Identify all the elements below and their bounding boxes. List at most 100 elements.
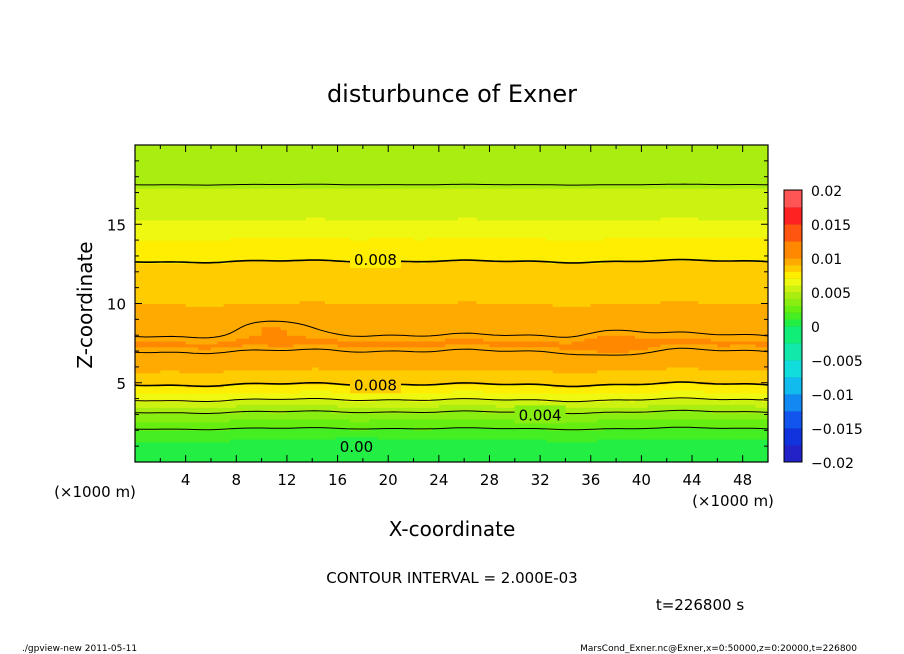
- field-cell: [331, 418, 339, 429]
- field-cell: [135, 401, 142, 408]
- field-cell: [476, 260, 484, 305]
- field-cell: [407, 427, 415, 440]
- field-cell: [274, 369, 282, 385]
- field-cell: [331, 303, 339, 339]
- field-cell: [514, 237, 522, 261]
- field-cell: [489, 340, 497, 348]
- field-cell: [451, 404, 459, 411]
- field-cell: [578, 240, 586, 264]
- field-cell: [749, 340, 756, 345]
- colorbar-swatch: [784, 445, 802, 463]
- field-cell: [590, 413, 598, 423]
- field-cell: [711, 384, 718, 394]
- field-cell: [445, 418, 453, 429]
- field-cell: [312, 300, 320, 339]
- field-cell: [248, 335, 256, 345]
- field-cell: [609, 407, 617, 414]
- field-cell: [502, 145, 510, 189]
- field-cell: [217, 346, 225, 374]
- field-cell: [730, 340, 737, 345]
- field-cell: [413, 438, 421, 462]
- field-cell: [660, 410, 668, 420]
- field-cell: [742, 237, 750, 261]
- field-cell: [641, 418, 649, 429]
- field-cell: [438, 413, 446, 420]
- field-cell: [172, 384, 180, 394]
- field-cell: [179, 340, 187, 348]
- field-cell: [692, 300, 699, 339]
- field-cell: [571, 306, 579, 342]
- field-cell: [210, 441, 218, 462]
- field-cell: [305, 343, 313, 371]
- field-cell: [242, 338, 250, 345]
- field-cell: [375, 427, 383, 440]
- field-cell: [413, 145, 421, 189]
- field-cell: [546, 401, 554, 408]
- field-cell: [647, 188, 655, 221]
- field-cell: [698, 145, 706, 189]
- field-cell: [375, 438, 383, 462]
- colorbar-frame: [783, 189, 803, 463]
- field-cell: [394, 340, 402, 348]
- field-cell: [229, 145, 237, 189]
- field-cell: [274, 188, 282, 221]
- field-cell: [267, 384, 275, 394]
- field-cell: [736, 404, 744, 414]
- field-cell: [210, 240, 218, 264]
- field-cell: [324, 145, 332, 189]
- field-cell: [191, 401, 199, 408]
- field-cell: [204, 372, 212, 388]
- field-cell: [185, 430, 193, 443]
- field-cell: [141, 346, 149, 374]
- field-cell: [755, 418, 763, 429]
- field-cell: [166, 219, 174, 241]
- field-cell: [280, 404, 288, 414]
- field-cell: [191, 372, 199, 388]
- colorbar-swatch: [784, 207, 802, 225]
- field-cell: [217, 372, 225, 388]
- field-cell: [350, 430, 358, 443]
- field-cell: [274, 404, 282, 414]
- field-cell: [147, 263, 155, 305]
- field-cell: [692, 237, 699, 261]
- field-cell: [229, 260, 237, 305]
- field-cell: [673, 343, 680, 368]
- contour-line: [135, 397, 768, 403]
- field-cell: [692, 145, 699, 189]
- field-cell: [223, 392, 231, 403]
- colorbar-tick-label: 0.02: [811, 184, 842, 200]
- field-cell: [647, 413, 655, 420]
- field-cell: [578, 372, 586, 388]
- field-cell: [609, 237, 617, 261]
- field-cell: [761, 369, 768, 385]
- field-cell: [540, 237, 548, 261]
- field-cell: [717, 188, 725, 221]
- field-cell: [375, 303, 383, 342]
- field-cell: [248, 418, 256, 429]
- field-cell: [312, 418, 320, 429]
- field-cell: [711, 427, 718, 440]
- field-cell: [451, 303, 459, 339]
- field-cell: [692, 410, 699, 420]
- field-cell: [223, 219, 231, 241]
- field-cell: [141, 421, 149, 431]
- field-cell: [242, 303, 250, 339]
- field-cell: [660, 260, 668, 302]
- field-cell: [280, 418, 288, 429]
- field-cell: [160, 441, 168, 462]
- field-cell: [565, 145, 573, 189]
- field-cell: [432, 392, 440, 400]
- field-cell: [166, 188, 174, 221]
- field-cell: [337, 369, 345, 385]
- field-cell: [470, 188, 478, 218]
- field-cell: [147, 219, 155, 241]
- field-cell: [552, 346, 560, 374]
- field-cell: [318, 398, 326, 405]
- field-cell: [679, 237, 687, 261]
- field-cell: [135, 340, 142, 348]
- field-cell: [527, 384, 535, 394]
- field-cell: [723, 438, 731, 462]
- field-cell: [622, 237, 630, 261]
- field-cell: [432, 369, 440, 385]
- field-cell: [508, 427, 516, 440]
